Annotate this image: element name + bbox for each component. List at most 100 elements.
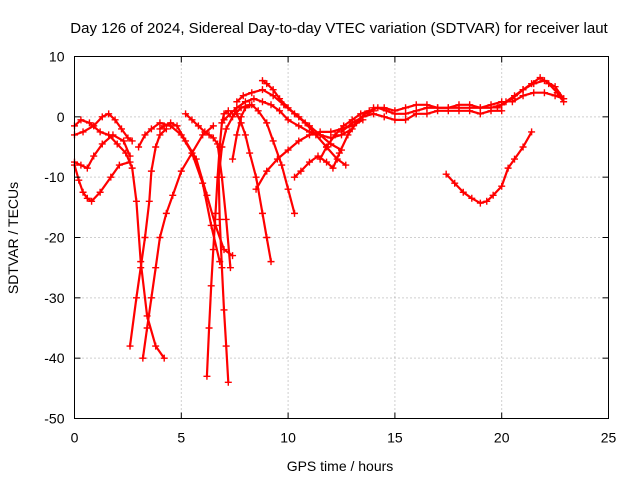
data-point: [504, 164, 512, 172]
data-point: [402, 104, 410, 112]
data-point: [252, 185, 260, 193]
series-trace: [511, 91, 565, 103]
series-arc-13: [229, 101, 299, 217]
data-point: [269, 86, 277, 94]
data-point: [276, 95, 284, 103]
axis-ticks: 0 5 10 15 20 25 -50 -40 -30 -20 -10 0 10: [44, 49, 616, 446]
data-point: [338, 128, 345, 136]
data-point: [241, 98, 249, 106]
data-point: [254, 107, 262, 115]
data-point: [323, 158, 331, 166]
y-tick-label: 10: [49, 49, 65, 65]
data-point: [258, 209, 266, 217]
data-point: [391, 107, 399, 115]
data-point: [267, 101, 275, 109]
data-series: [71, 74, 568, 386]
data-point: [220, 110, 228, 118]
data-point: [331, 131, 339, 139]
series-arc-23: [508, 89, 568, 106]
data-point: [493, 104, 501, 112]
y-axis-label: SDTVAR / TECUs: [5, 182, 21, 294]
data-point: [98, 140, 106, 148]
data-point: [79, 128, 87, 136]
data-point: [90, 122, 98, 130]
data-point: [216, 215, 224, 223]
data-point: [284, 104, 292, 112]
data-point: [135, 143, 143, 151]
data-point: [96, 188, 104, 196]
data-point: [269, 137, 277, 145]
data-point: [233, 110, 241, 118]
data-point: [177, 167, 185, 175]
data-point: [218, 143, 226, 151]
data-point: [365, 107, 373, 115]
data-point: [444, 104, 452, 112]
data-point: [147, 294, 155, 302]
data-point: [152, 264, 160, 272]
data-point: [79, 188, 87, 196]
data-point: [241, 131, 249, 139]
data-point: [152, 342, 160, 350]
data-point: [344, 131, 352, 139]
data-point: [207, 282, 215, 290]
y-tick-label: -50: [44, 411, 64, 427]
data-point: [263, 167, 271, 175]
series-arc-02: [71, 110, 136, 145]
data-point: [182, 137, 190, 145]
data-point: [77, 161, 85, 169]
data-point: [147, 125, 155, 133]
data-point: [156, 119, 164, 127]
data-point: [359, 113, 367, 121]
data-point: [402, 110, 410, 118]
data-point: [483, 197, 491, 205]
data-point: [115, 161, 123, 169]
data-point: [284, 185, 292, 193]
data-point: [220, 116, 228, 124]
data-point: [489, 191, 497, 199]
data-point: [250, 95, 258, 103]
y-tick-label: -20: [44, 230, 64, 246]
data-point: [88, 197, 96, 205]
data-point: [237, 113, 245, 121]
chart-title: Day 126 of 2024, Sidereal Day-to-day VTE…: [70, 20, 608, 37]
data-point: [560, 95, 568, 103]
data-point: [258, 77, 266, 85]
data-point: [83, 164, 91, 172]
data-point: [263, 234, 271, 241]
data-point: [284, 146, 292, 154]
data-point: [519, 86, 527, 94]
data-point: [77, 116, 85, 124]
data-point: [215, 173, 223, 181]
data-point: [156, 125, 164, 133]
data-point: [434, 104, 442, 112]
data-point: [329, 164, 337, 172]
data-point: [258, 98, 266, 106]
data-point: [96, 128, 104, 136]
data-point: [124, 134, 132, 142]
data-point: [291, 173, 299, 181]
data-point: [248, 89, 256, 97]
data-point: [528, 128, 536, 136]
data-point: [273, 155, 281, 163]
data-point: [519, 143, 527, 151]
data-point: [205, 131, 213, 139]
series-trace: [231, 103, 296, 215]
series-trace: [184, 112, 232, 269]
data-point: [455, 107, 463, 115]
data-point: [466, 107, 474, 115]
series-trace: [158, 121, 234, 257]
data-point: [295, 137, 303, 145]
data-point: [519, 92, 527, 100]
data-point: [226, 264, 234, 272]
data-point: [423, 110, 431, 118]
data-point: [276, 107, 284, 115]
series-arc-05: [126, 125, 170, 350]
data-point: [218, 264, 226, 272]
data-point: [75, 176, 83, 184]
data-point: [297, 167, 305, 175]
data-point: [201, 128, 209, 136]
data-point: [141, 234, 149, 241]
data-point: [402, 116, 410, 124]
data-point: [476, 104, 484, 112]
data-point: [128, 164, 136, 172]
